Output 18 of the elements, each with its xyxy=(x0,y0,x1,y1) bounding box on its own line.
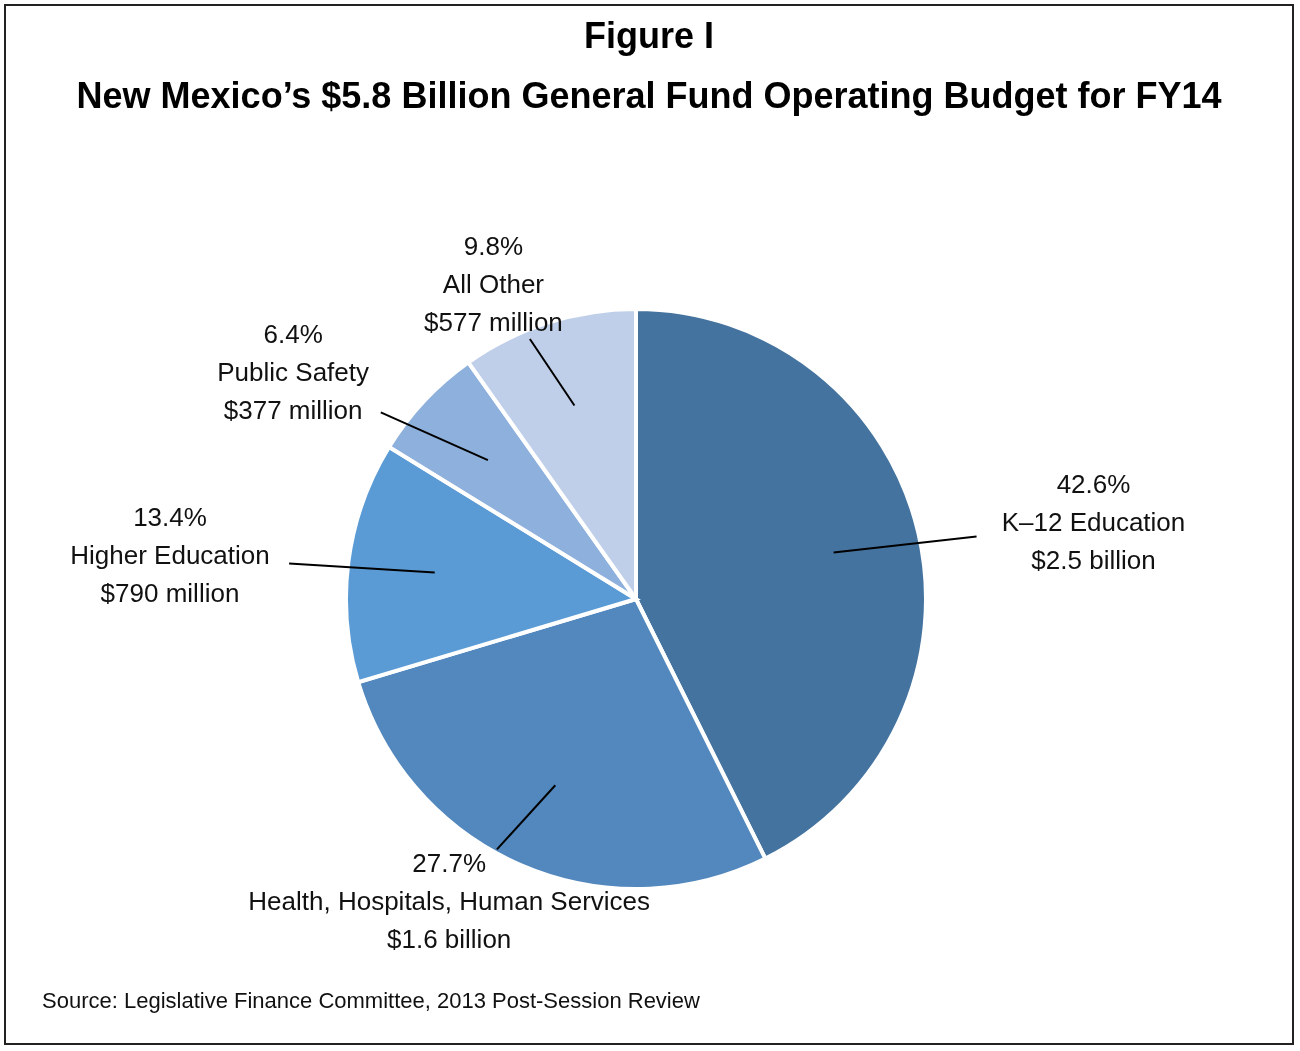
chart-title: Figure I xyxy=(583,15,715,56)
text: $1.6 billion xyxy=(387,923,512,954)
data-label: 13.4% xyxy=(133,502,207,533)
data-label: 27.7% xyxy=(412,847,487,878)
slice-label: Public Safety xyxy=(217,357,369,388)
text: $577 million xyxy=(424,306,563,337)
slice-label: K–12 Education xyxy=(1001,507,1186,538)
data-label: 6.4% xyxy=(263,319,323,350)
chart-subtitle: New Mexico’s $5.8 Billion General Fund Operating Budget for FY14 xyxy=(76,75,1222,116)
data-label: 42.6% xyxy=(1056,469,1131,500)
slice-label: All Other xyxy=(442,268,545,299)
slice-label: Health, Hospitals, Human Services xyxy=(248,885,651,916)
text: $790 million xyxy=(100,578,240,609)
text: $377 million xyxy=(223,395,363,426)
slice-label: Higher Education xyxy=(70,540,270,571)
data-label: 9.8% xyxy=(463,230,524,261)
source-note: Source: Legislative Finance Committee, 2013 Post-Session Review xyxy=(42,988,700,1013)
text: $2.5 billion xyxy=(1031,545,1156,576)
